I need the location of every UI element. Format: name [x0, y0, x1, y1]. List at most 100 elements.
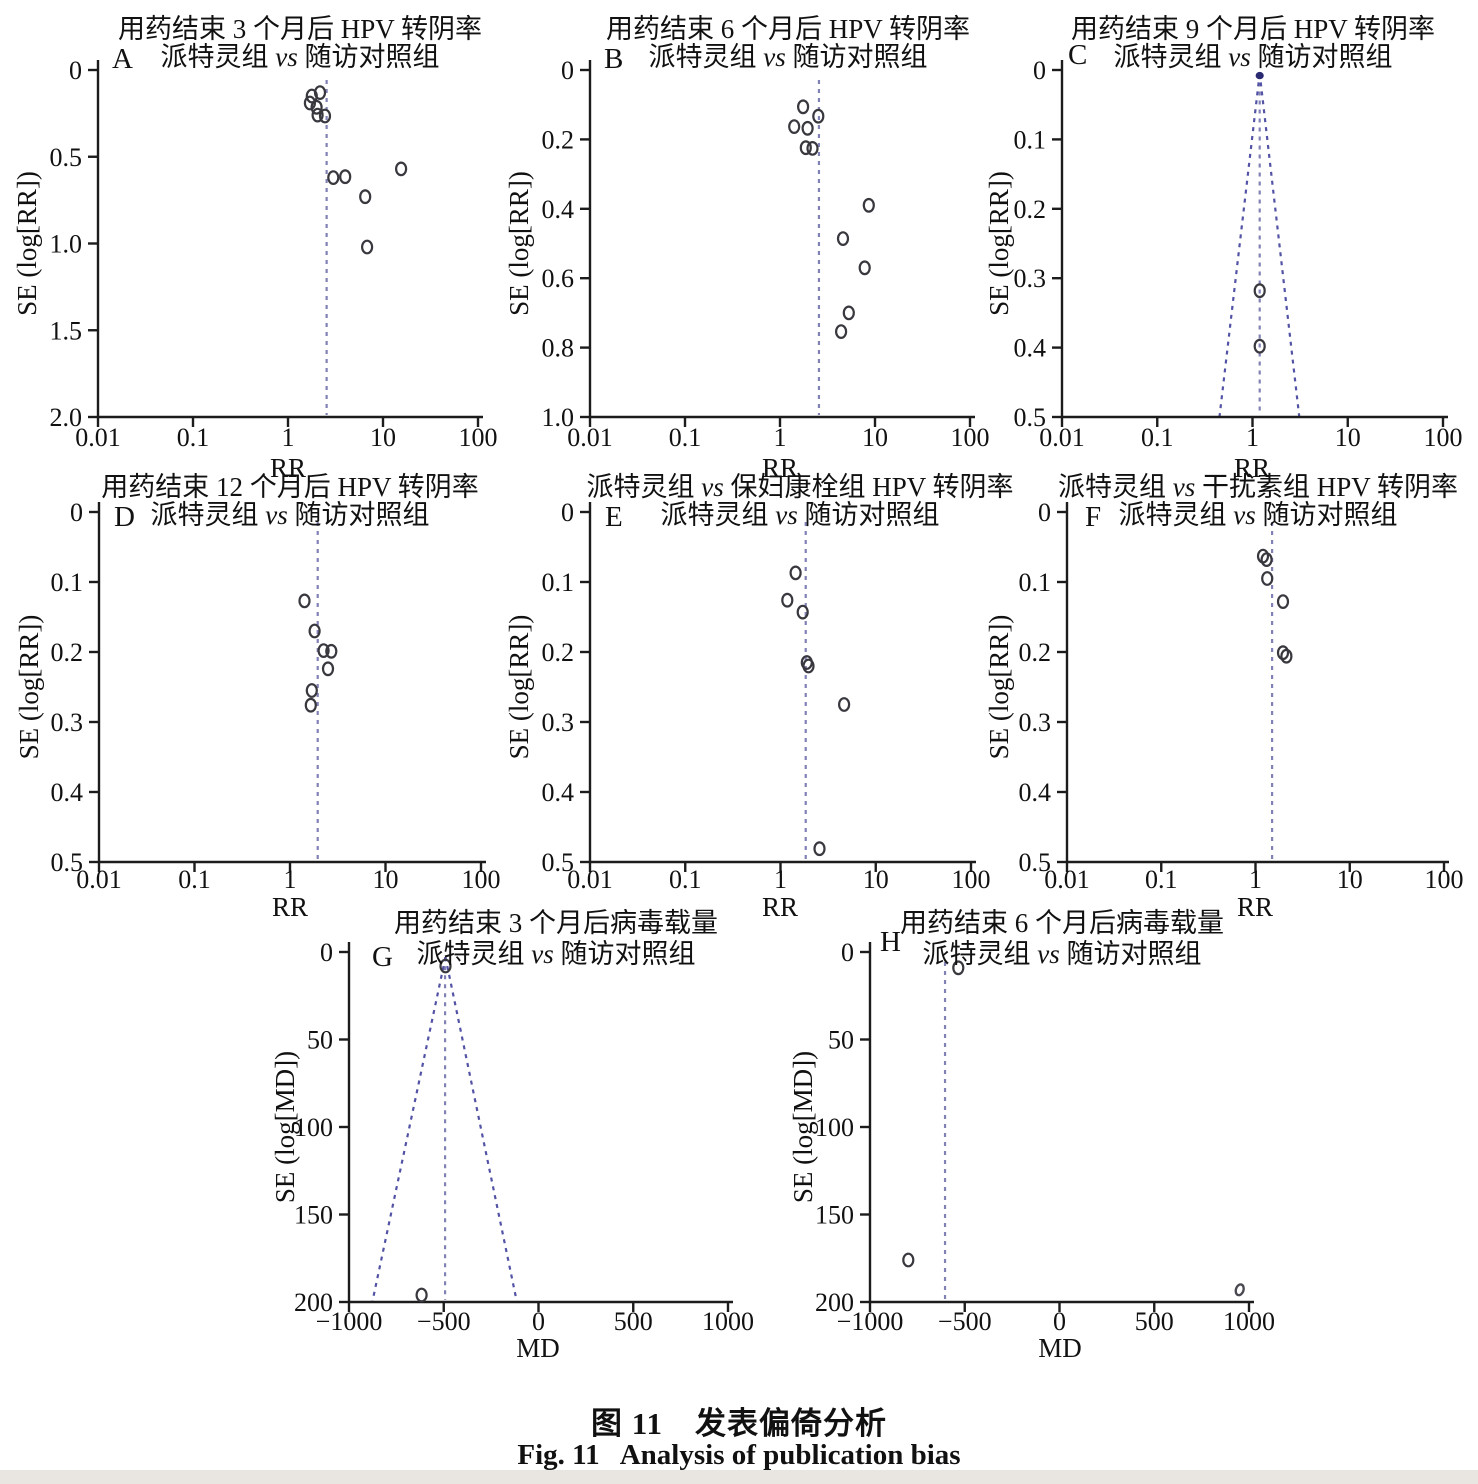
panel-letter: A: [112, 43, 133, 75]
data-point: [789, 565, 802, 581]
funnel-plot-H: 0 50 100 150 200−1000 −500 0 500 1000 用药结束 6 个月后病…: [788, 908, 1275, 1363]
panel-letter: D: [114, 501, 135, 533]
plot-title-line2: 派特灵组 vs 随访对照组: [649, 42, 928, 72]
x-tick-label: 0.1: [669, 865, 702, 894]
vs-token: vs: [701, 472, 724, 502]
funnel-plot-C: 0 0.1 0.2 0.3 0.4 0.50.01 0.1 1 10 100 用药结束 9 个月后 …: [984, 14, 1463, 483]
plot-title-line1: 用药结束 6 个月后病毒载量: [900, 908, 1224, 938]
y-axis-label: SE (log[RR]): [12, 171, 42, 316]
y-tick-label: 150: [294, 1201, 333, 1230]
data-point: [1260, 552, 1273, 567]
data-point: [1261, 571, 1274, 586]
data-point: [310, 99, 323, 115]
data-point: [303, 95, 316, 111]
data-point: [325, 643, 338, 659]
x-axis-label: RR: [762, 892, 798, 922]
data-point: [298, 593, 311, 609]
data-point: [834, 324, 848, 340]
x-tick-label: 1000: [702, 1307, 754, 1336]
x-tick-label: 10: [863, 865, 889, 894]
vs-token: vs: [531, 939, 554, 969]
x-tick-label: 10: [370, 423, 396, 452]
scan-artifact: [1234, 1283, 1245, 1297]
data-point: [801, 120, 814, 136]
x-tick-label: 100: [1425, 865, 1464, 894]
panel-letter: E: [605, 501, 623, 533]
y-tick-label: 0.5: [50, 143, 83, 172]
data-point: [313, 85, 327, 100]
x-axis-label: RR: [762, 453, 798, 483]
apex-data-point: [1255, 71, 1264, 80]
plot-title-line1: 派特灵组 vs 保妇康栓组 HPV 转阴率: [586, 472, 1013, 502]
y-tick-label: 0: [841, 938, 854, 967]
funnel-plot-D: 0 0.1 0.2 0.3 0.4 0.50.01 0.1 1 10 100 用药结束 12 个月后…: [14, 472, 501, 922]
x-tick-label: 0.1: [177, 423, 210, 452]
panel-letter: C: [1068, 39, 1087, 71]
data-point: [439, 958, 452, 974]
y-tick-label: 0: [561, 498, 574, 527]
vs-token: vs: [1173, 472, 1196, 502]
data-point: [308, 623, 321, 639]
x-tick-label: 0.1: [1145, 865, 1178, 894]
x-tick-label: −1000: [837, 1307, 904, 1336]
x-tick-label: 500: [614, 1307, 653, 1336]
funnel-edge-left: [1218, 73, 1261, 418]
y-tick-label: 0.3: [542, 708, 575, 737]
plot-title-line1: 用药结束 12 个月后 HPV 转阴率: [101, 472, 479, 502]
x-tick-label: 1: [1249, 865, 1262, 894]
vs-token: vs: [265, 500, 288, 530]
x-tick-label: 0.1: [1141, 423, 1174, 452]
y-tick-label: 200: [815, 1288, 854, 1317]
data-point: [796, 99, 810, 115]
y-tick-label: 0.3: [1019, 708, 1052, 737]
x-tick-label: −500: [417, 1307, 471, 1336]
data-point: [395, 161, 408, 177]
data-point: [321, 661, 335, 677]
plot-title-line2: 派特灵组 vs 随访对照组: [417, 939, 696, 969]
data-point: [842, 305, 855, 321]
x-tick-label: 100: [462, 865, 501, 894]
data-point: [802, 658, 815, 674]
x-tick-label: 0.01: [1044, 865, 1090, 894]
x-tick-label: 0.01: [1039, 423, 1085, 452]
funnel-plot-G: 0 50 100 150 200−1000 −500 0 500 1000 用药结束 3 个月后病…: [270, 908, 754, 1363]
y-tick-label: 0.4: [1019, 778, 1052, 807]
data-point: [304, 697, 317, 713]
x-tick-label: 0: [532, 1307, 545, 1336]
y-tick-label: 0.8: [542, 334, 575, 363]
y-tick-label: 0.3: [1014, 264, 1047, 293]
data-point: [361, 239, 374, 255]
funnel-plot-E: 0 0.1 0.2 0.3 0.4 0.50.01 0.1 1 10 100 派特灵组 vs 保妇康…: [504, 472, 1014, 922]
x-tick-label: 0.01: [567, 423, 613, 452]
x-tick-label: 1: [1246, 423, 1259, 452]
y-tick-label: 0: [70, 498, 83, 527]
scan-edge-strip: [0, 1470, 1478, 1484]
x-axis-label: RR: [270, 453, 306, 483]
x-tick-label: 0.1: [178, 865, 211, 894]
data-point: [415, 1287, 428, 1303]
x-tick-label: 1: [284, 865, 297, 894]
x-axis-label: RR: [1237, 892, 1273, 922]
data-point: [902, 1252, 915, 1268]
y-axis-label: SE (log[MD]): [788, 1051, 818, 1203]
y-tick-label: 0: [561, 56, 574, 85]
x-axis-label: MD: [516, 1333, 560, 1363]
y-axis-label: SE (log[RR]): [14, 615, 44, 760]
y-tick-label: 0: [320, 938, 333, 967]
data-point: [1276, 594, 1290, 609]
funnel-edge-right: [1258, 73, 1301, 418]
y-tick-label: 0.5: [51, 848, 84, 877]
y-tick-label: 50: [828, 1026, 854, 1055]
data-point: [813, 841, 826, 857]
data-point: [788, 119, 801, 134]
plot-title-line2: 派特灵组 vs 随访对照组: [151, 500, 430, 530]
plot-title-line2: 派特灵组 vs 随访对照组: [923, 939, 1202, 969]
x-tick-label: 10: [1337, 865, 1363, 894]
y-tick-label: 0.4: [542, 778, 575, 807]
y-tick-label: 1.0: [542, 403, 575, 432]
plot-title-line2: 派特灵组 vs 随访对照组: [161, 42, 440, 72]
y-axis-label: SE (log[RR]): [504, 615, 534, 760]
data-point: [837, 697, 851, 712]
x-tick-label: 100: [951, 423, 990, 452]
